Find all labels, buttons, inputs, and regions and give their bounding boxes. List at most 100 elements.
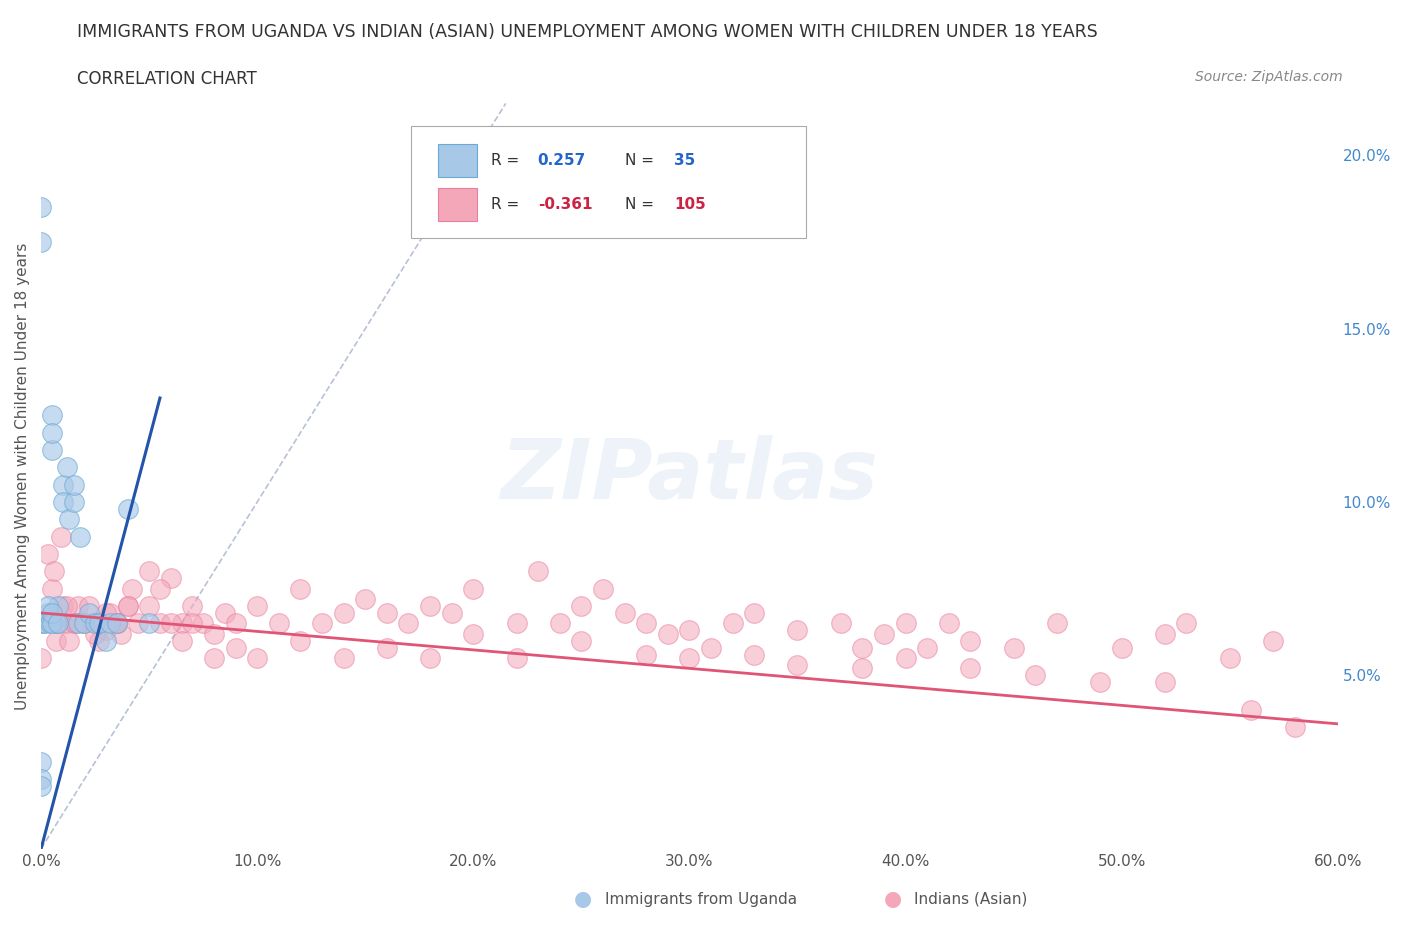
Point bbox=[41, 616, 63, 631]
Point bbox=[170, 633, 193, 648]
Point bbox=[1154, 626, 1177, 641]
Point bbox=[571, 599, 593, 614]
Point bbox=[30, 200, 52, 215]
Point bbox=[311, 616, 333, 631]
Point bbox=[938, 616, 960, 631]
Point bbox=[170, 616, 193, 631]
Text: CORRELATION CHART: CORRELATION CHART bbox=[77, 70, 257, 87]
Point bbox=[463, 581, 485, 596]
Point bbox=[48, 616, 70, 631]
Text: Source: ZipAtlas.com: Source: ZipAtlas.com bbox=[1195, 70, 1343, 84]
Point bbox=[267, 616, 290, 631]
Point bbox=[45, 633, 67, 648]
Point bbox=[1046, 616, 1069, 631]
Point bbox=[73, 616, 96, 631]
Point bbox=[77, 605, 100, 620]
Point bbox=[678, 623, 700, 638]
Point bbox=[77, 599, 100, 614]
Point bbox=[1261, 633, 1284, 648]
Text: 105: 105 bbox=[673, 197, 706, 212]
Point bbox=[149, 616, 172, 631]
Point bbox=[56, 599, 79, 614]
Point bbox=[37, 547, 59, 562]
Point bbox=[786, 623, 808, 638]
FancyBboxPatch shape bbox=[437, 189, 477, 221]
Text: ●: ● bbox=[884, 889, 901, 910]
Point bbox=[48, 599, 70, 614]
Text: R =: R = bbox=[491, 153, 519, 167]
Point bbox=[636, 616, 658, 631]
FancyBboxPatch shape bbox=[437, 144, 477, 177]
Point bbox=[48, 616, 70, 631]
Point bbox=[127, 616, 149, 631]
Text: -0.361: -0.361 bbox=[537, 197, 592, 212]
Point bbox=[419, 651, 441, 666]
Point bbox=[94, 633, 117, 648]
Point bbox=[41, 408, 63, 423]
Point bbox=[657, 626, 679, 641]
Point bbox=[84, 626, 107, 641]
Point bbox=[1002, 640, 1025, 655]
Point bbox=[181, 599, 204, 614]
Text: Indians (Asian): Indians (Asian) bbox=[914, 892, 1028, 907]
Point bbox=[66, 599, 89, 614]
Point bbox=[73, 616, 96, 631]
Point bbox=[225, 616, 247, 631]
Text: N =: N = bbox=[624, 197, 654, 212]
Point bbox=[1024, 668, 1046, 683]
Point bbox=[1284, 720, 1306, 735]
Point bbox=[375, 605, 398, 620]
Point bbox=[375, 640, 398, 655]
Point bbox=[721, 616, 744, 631]
Point bbox=[851, 640, 873, 655]
Point bbox=[41, 425, 63, 440]
Point bbox=[89, 633, 111, 648]
Point bbox=[98, 616, 121, 631]
Point bbox=[52, 495, 75, 510]
Point bbox=[117, 501, 139, 516]
Point bbox=[117, 599, 139, 614]
Point bbox=[105, 616, 128, 631]
Point bbox=[30, 778, 52, 793]
Point bbox=[959, 633, 981, 648]
Text: N =: N = bbox=[624, 153, 654, 167]
Point bbox=[505, 651, 527, 666]
Point bbox=[419, 599, 441, 614]
Point bbox=[830, 616, 852, 631]
Point bbox=[636, 647, 658, 662]
Point bbox=[42, 564, 65, 578]
Point bbox=[440, 605, 463, 620]
Point bbox=[1088, 675, 1111, 690]
Point bbox=[354, 591, 377, 606]
Point bbox=[1111, 640, 1133, 655]
Point bbox=[742, 605, 765, 620]
Point bbox=[1219, 651, 1241, 666]
Point bbox=[89, 616, 111, 631]
Point bbox=[290, 633, 312, 648]
Point bbox=[84, 616, 107, 631]
Point bbox=[1154, 675, 1177, 690]
Point bbox=[332, 651, 354, 666]
Point bbox=[332, 605, 354, 620]
Point bbox=[45, 616, 67, 631]
Point bbox=[58, 633, 80, 648]
Point bbox=[193, 616, 215, 631]
Point bbox=[41, 581, 63, 596]
Point bbox=[110, 626, 132, 641]
Point bbox=[959, 661, 981, 676]
Point bbox=[1175, 616, 1198, 631]
Point bbox=[62, 477, 84, 492]
Point bbox=[30, 616, 52, 631]
Point bbox=[94, 605, 117, 620]
Point bbox=[105, 616, 128, 631]
Point bbox=[225, 640, 247, 655]
Point bbox=[84, 616, 107, 631]
Point bbox=[94, 623, 117, 638]
Point bbox=[62, 616, 84, 631]
FancyBboxPatch shape bbox=[411, 126, 806, 237]
Point bbox=[105, 616, 128, 631]
Point bbox=[742, 647, 765, 662]
Point bbox=[138, 564, 160, 578]
Point bbox=[37, 605, 59, 620]
Point bbox=[69, 529, 91, 544]
